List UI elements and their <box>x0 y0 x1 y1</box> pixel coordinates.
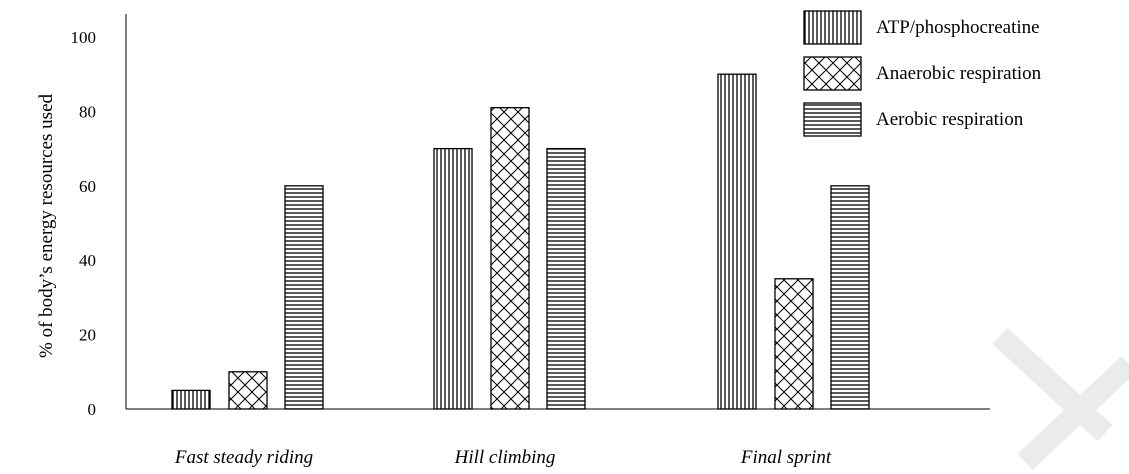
category-labels: Fast steady riding Hill climbing Final spr… <box>174 447 832 468</box>
category-label: Hill climbing <box>454 447 556 468</box>
y-tick-label: 80 <box>79 102 96 121</box>
legend-swatch-vertical-lines <box>803 10 862 45</box>
category-label: Final sprint <box>740 447 832 468</box>
legend-label: ATP/phosphocreatine <box>876 17 1040 38</box>
bar-crosshatch-0 <box>228 371 268 410</box>
bars <box>171 73 870 410</box>
category-label: Fast steady riding <box>174 447 313 468</box>
y-tick-labels: 0 20 40 60 80 100 <box>71 28 97 419</box>
legend-swatch-crosshatch <box>803 56 862 91</box>
y-tick-label: 100 <box>71 28 97 47</box>
bar-horizontal-lines-2 <box>830 185 870 410</box>
y-axis-title: % of body’s energy resources used <box>36 94 57 358</box>
y-tick-label: 0 <box>88 400 97 419</box>
bar-vertical-lines-2 <box>717 73 757 410</box>
bar-crosshatch-1 <box>490 107 530 410</box>
bar-vertical-lines-0 <box>171 389 211 410</box>
legend-label: Aerobic respiration <box>876 109 1024 130</box>
bar-crosshatch-2 <box>774 278 814 410</box>
watermark-decoration <box>992 327 1129 471</box>
y-tick-label: 40 <box>79 251 96 270</box>
legend: ATP/phosphocreatine Anaerobic respiration… <box>803 10 1042 137</box>
legend-swatch-horizontal-lines <box>803 102 862 137</box>
bar-horizontal-lines-1 <box>546 147 586 410</box>
y-tick-label: 60 <box>79 177 96 196</box>
bar-vertical-lines-1 <box>433 147 473 410</box>
legend-label: Anaerobic respiration <box>876 63 1042 84</box>
bar-horizontal-lines-0 <box>284 185 324 410</box>
y-tick-label: 20 <box>79 326 96 345</box>
